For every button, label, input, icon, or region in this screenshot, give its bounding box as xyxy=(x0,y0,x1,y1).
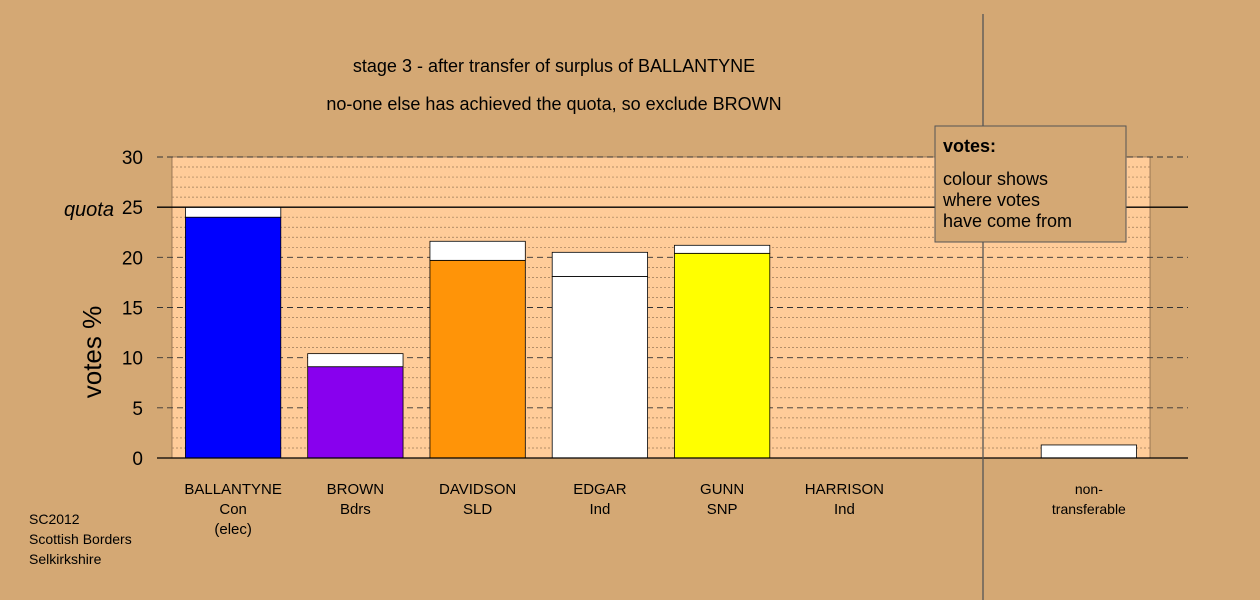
bar-segment xyxy=(307,366,404,459)
bar-segment xyxy=(185,216,282,459)
bar-segment xyxy=(185,206,282,218)
bar-segment xyxy=(429,240,526,261)
chart-subtitle: no-one else has achieved the quota, so e… xyxy=(326,94,781,114)
bar-segment xyxy=(1040,444,1137,459)
bar-segment xyxy=(307,353,404,368)
x-tick-label: HARRISON xyxy=(805,481,884,498)
x-tick-label: SNP xyxy=(707,501,738,518)
footer-line-2: Scottish Borders xyxy=(29,531,132,547)
y-tick-label: 25 xyxy=(122,198,143,219)
bar-segment xyxy=(429,259,526,459)
legend-line-1: colour shows xyxy=(943,169,1048,189)
legend-line-3: have come from xyxy=(943,211,1072,231)
legend-box: votes: colour shows where votes have com… xyxy=(934,125,1127,243)
bar-segment xyxy=(674,252,771,459)
bars xyxy=(157,206,1188,459)
legend-line-2: where votes xyxy=(942,190,1040,210)
y-tick-label: 0 xyxy=(132,449,143,470)
x-tick-label: BALLANTYNE xyxy=(184,481,282,498)
bar-segment xyxy=(551,275,648,459)
x-tick-label: Ind xyxy=(589,501,610,518)
x-tick-label: Bdrs xyxy=(340,501,371,518)
y-axis-label: votes % xyxy=(77,306,107,399)
x-tick-label: GUNN xyxy=(700,481,744,498)
quota-label: quota xyxy=(64,199,114,221)
x-tick-label: DAVIDSON xyxy=(439,481,516,498)
footer: SC2012 Scottish Borders Selkirkshire xyxy=(29,511,132,567)
y-axis: 0 5 10 15 20 25 30 xyxy=(122,148,1188,470)
x-tick-label: SLD xyxy=(463,501,492,518)
y-tick-label: 20 xyxy=(122,248,143,269)
y-tick-label: 15 xyxy=(122,299,143,320)
x-axis-labels: BALLANTYNE Con (elec) BROWN Bdrs DAVIDSON SLD E… xyxy=(184,481,1126,538)
chart-title: stage 3 - after transfer of surplus of B… xyxy=(353,56,755,76)
x-tick-label: BROWN xyxy=(327,481,385,498)
y-tick-label: 5 xyxy=(132,399,143,420)
x-tick-label: EDGAR xyxy=(573,481,627,498)
bar-segment xyxy=(551,251,648,277)
x-tick-label: (elec) xyxy=(214,521,252,538)
y-tick-label: 10 xyxy=(122,349,143,370)
footer-line-3: Selkirkshire xyxy=(29,551,102,567)
x-tick-label: transferable xyxy=(1052,501,1126,517)
x-tick-label: Con xyxy=(219,501,247,518)
bar-segment xyxy=(674,244,771,254)
footer-line-1: SC2012 xyxy=(29,511,80,527)
x-tick-label: non- xyxy=(1075,481,1103,497)
legend-title: votes: xyxy=(943,136,996,156)
x-tick-label: Ind xyxy=(834,501,855,518)
y-tick-label: 30 xyxy=(122,148,143,169)
